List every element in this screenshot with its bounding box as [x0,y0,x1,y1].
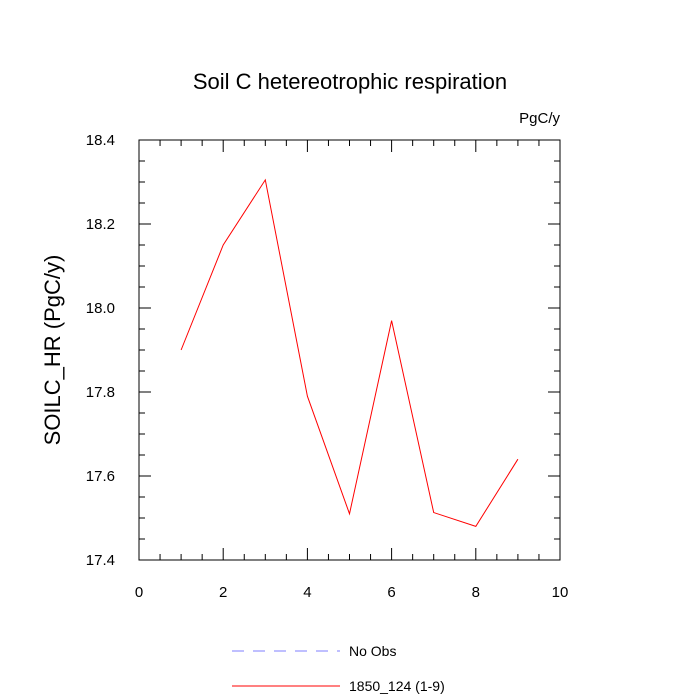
x-tick-label: 6 [387,584,395,601]
x-tick-label: 2 [219,584,227,601]
legend: No Obs 1850_124 (1-9) [232,643,445,694]
series-layer [180,178,519,527]
plot-frame [138,139,561,561]
units-label: PgC/y [519,110,560,127]
legend-label: 1850_124 (1-9) [349,678,445,694]
y-tick-label: 18.0 [86,300,115,317]
x-tick-label: 10 [552,584,569,601]
series-line [180,178,519,527]
tick-labels: 0 2 4 6 8 10 17.4 17.6 17.8 18.0 18.2 18.4 [86,132,569,601]
y-tick-label: 18.4 [86,132,115,149]
legend-label: No Obs [349,643,396,659]
x-tick-label: 0 [135,584,143,601]
y-tick-label: 18.2 [86,216,115,233]
y-tick-label: 17.8 [86,384,115,401]
chart-title: Soil C hetereotrophic respiration [193,69,507,94]
axis-ticks [138,139,561,561]
x-tick-label: 4 [303,584,311,601]
y-axis-label: SOILC_HR (PgC/y) [40,255,65,446]
x-tick-label: 8 [472,584,480,601]
y-tick-label: 17.6 [86,468,115,485]
y-tick-label: 17.4 [86,552,115,569]
